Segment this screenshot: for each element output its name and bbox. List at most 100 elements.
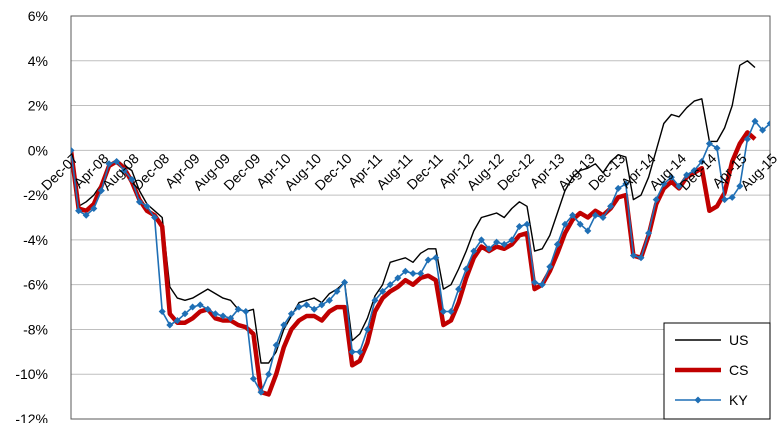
data-point: [348, 348, 356, 356]
data-point: [196, 301, 204, 309]
data-point: [546, 263, 554, 271]
data-point: [424, 256, 432, 264]
data-point: [683, 171, 691, 179]
data-point: [211, 310, 219, 318]
data-point: [766, 120, 770, 127]
legend: US CS KY: [663, 322, 771, 420]
x-axis-ticks: Dec-07Apr-08Aug-08Dec-08Apr-09Aug-09Dec-…: [38, 150, 781, 193]
data-point: [105, 160, 113, 168]
legend-label-us: US: [729, 332, 748, 348]
data-point: [538, 281, 546, 289]
data-point: [249, 375, 257, 383]
data-point: [432, 254, 440, 262]
data-point: [151, 214, 159, 221]
data-point: [135, 198, 143, 206]
data-point: [82, 211, 90, 219]
data-point: [417, 269, 425, 277]
data-point: [265, 370, 273, 378]
data-point: [189, 303, 197, 311]
data-point: [508, 236, 516, 244]
data-point: [280, 321, 288, 329]
y-tick-label: -8%: [23, 321, 48, 337]
y-tick-label: -10%: [15, 366, 48, 382]
data-point: [569, 211, 577, 219]
data-point: [341, 278, 349, 286]
data-point: [219, 312, 227, 320]
y-tick-label: 4%: [28, 53, 48, 69]
data-point: [242, 308, 250, 316]
y-tick-label: -6%: [23, 277, 48, 293]
data-point: [113, 158, 121, 166]
data-point: [584, 227, 592, 235]
data-point: [386, 281, 394, 289]
series-line-ky: [71, 120, 770, 393]
data-point: [667, 173, 675, 181]
data-point: [493, 238, 501, 246]
data-point: [721, 196, 729, 204]
data-point: [71, 146, 75, 154]
data-point: [227, 314, 235, 322]
series-us: [71, 60, 756, 364]
data-point: [523, 220, 531, 228]
data-point: [561, 220, 569, 228]
data-point: [439, 308, 447, 316]
series-line-us: [71, 60, 756, 364]
y-tick-label: -4%: [23, 232, 48, 248]
y-tick-label: -12%: [15, 411, 48, 423]
data-point: [204, 305, 212, 313]
data-point: [97, 187, 105, 195]
data-point: [515, 222, 523, 230]
data-point: [158, 308, 166, 316]
data-point: [90, 205, 98, 213]
data-point: [379, 287, 387, 295]
data-point: [576, 220, 584, 228]
data-point: [629, 252, 637, 260]
y-tick-label: -2%: [23, 187, 48, 203]
data-point: [553, 240, 561, 248]
data-point: [272, 341, 280, 349]
data-point: [477, 236, 485, 244]
data-point: [713, 144, 721, 152]
data-point: [591, 211, 599, 219]
data-point: [614, 184, 622, 192]
data-point: [660, 180, 668, 188]
data-point: [607, 202, 615, 210]
data-point: [455, 285, 463, 293]
data-point: [128, 175, 136, 183]
data-point: [447, 308, 455, 316]
data-point: [287, 310, 295, 318]
data-point: [333, 287, 341, 295]
plot-area: [70, 15, 771, 420]
data-point: [325, 296, 333, 304]
data-point: [462, 265, 470, 273]
data-point: [75, 207, 83, 215]
data-point: [356, 348, 364, 356]
legend-label-cs: CS: [729, 362, 748, 378]
data-point: [295, 303, 303, 311]
data-point: [363, 325, 371, 333]
data-point: [173, 316, 181, 324]
data-point: [690, 166, 698, 174]
data-point: [500, 240, 508, 248]
data-point: [318, 301, 326, 309]
y-tick-label: 6%: [28, 8, 48, 24]
data-point: [485, 245, 493, 253]
y-axis-ticks: 6% 4% 2% 0% -2% -4% -6% -8% -10% -12%: [15, 8, 48, 423]
data-point: [637, 254, 645, 262]
data-point: [310, 305, 318, 313]
data-point: [759, 126, 767, 134]
data-point: [401, 267, 409, 275]
data-point: [743, 135, 751, 143]
data-point: [774, 124, 781, 131]
data-point: [698, 158, 706, 166]
data-point: [751, 117, 759, 125]
data-point: [652, 196, 660, 204]
data-point: [181, 310, 189, 318]
data-point: [705, 140, 713, 148]
data-point: [470, 247, 478, 255]
data-point: [257, 388, 265, 396]
data-point: [394, 274, 402, 282]
data-point: [622, 180, 630, 188]
data-point: [303, 301, 311, 309]
